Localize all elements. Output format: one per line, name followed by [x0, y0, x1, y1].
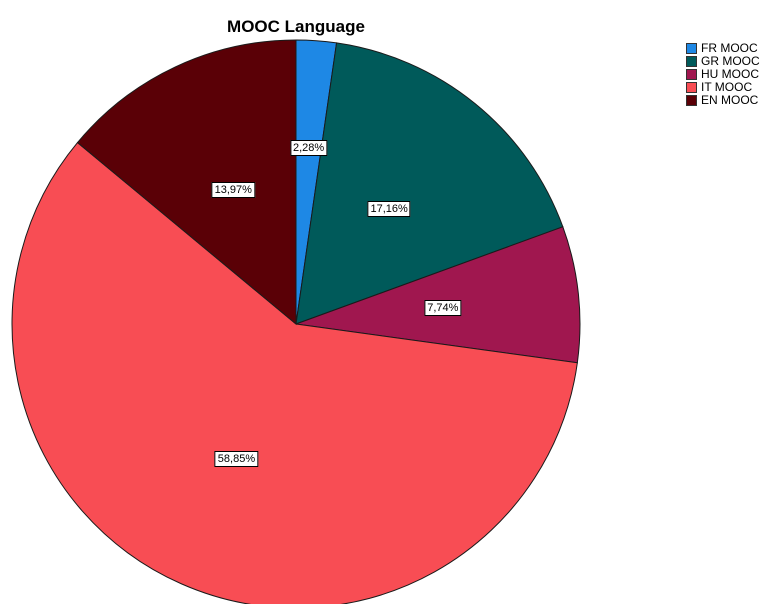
slice-label-it-mooc: 58,85% — [214, 451, 259, 468]
legend-item-it-mooc: IT MOOC — [686, 81, 760, 94]
legend-item-fr-mooc: FR MOOC — [686, 42, 760, 55]
pie-slice-it-mooc — [11, 141, 578, 604]
legend-swatch — [686, 95, 697, 106]
slice-label-hu-mooc: 7,74% — [424, 300, 462, 317]
legend-label: EN MOOC — [701, 93, 759, 107]
legend-label: HU MOOC — [701, 67, 759, 81]
slice-label-en-mooc: 13,97% — [211, 182, 255, 199]
legend-swatch — [686, 43, 697, 54]
legend-item-hu-mooc: HU MOOC — [686, 68, 760, 81]
pie-slice-hu-mooc — [295, 226, 581, 364]
chart-title: MOOC Language — [227, 17, 365, 36]
legend-swatch — [686, 82, 697, 93]
slice-label-fr-mooc: 2,28% — [289, 140, 328, 157]
legend-item-gr-mooc: GR MOOC — [686, 55, 760, 68]
legend-swatch — [686, 69, 697, 80]
pie-slice-en-mooc — [76, 39, 297, 326]
pie-slice-gr-mooc — [295, 42, 564, 325]
legend-label: IT MOOC — [701, 80, 753, 94]
legend: FR MOOC GR MOOC HU MOOC IT MOOC EN MOOC — [686, 42, 760, 107]
legend-label: FR MOOC — [701, 41, 758, 55]
legend-item-en-mooc: EN MOOC — [686, 94, 760, 107]
slice-label-gr-mooc: 17,16% — [367, 201, 411, 218]
legend-swatch — [686, 56, 697, 67]
legend-label: GR MOOC — [701, 54, 760, 68]
